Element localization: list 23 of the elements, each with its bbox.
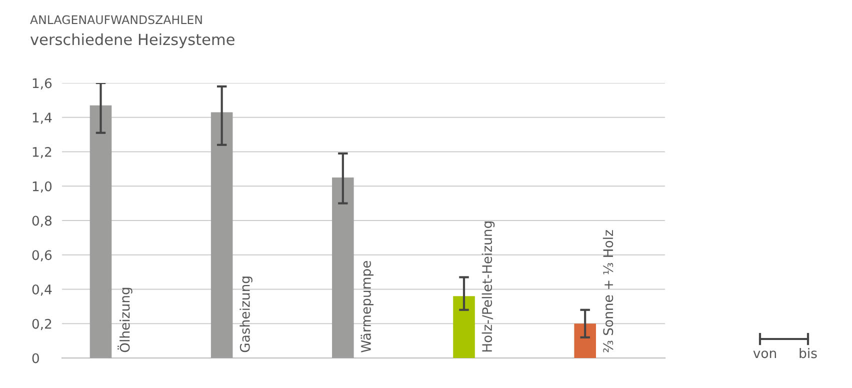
y-tick-label: 0 xyxy=(32,353,39,364)
bar xyxy=(90,105,112,358)
y-tick-label: 0,6 xyxy=(32,250,52,262)
text: von xyxy=(753,350,776,358)
y-tick-label: 1,0 xyxy=(32,181,52,193)
bar xyxy=(332,178,354,358)
y-tick-label: 1,4 xyxy=(32,112,52,124)
bar xyxy=(453,296,475,358)
chart-title: ANLAGENAUFWANDSZAHLEN xyxy=(30,15,202,24)
y-tick-label: 0,8 xyxy=(32,216,52,228)
y-tick-label: 0,4 xyxy=(32,284,52,296)
chart-subtitle: verschiedene Heizsysteme xyxy=(30,33,234,48)
y-tick-label: 1,6 xyxy=(32,78,52,90)
x-tick-label: Holz-/Pellet-Heizung xyxy=(482,222,495,352)
bar xyxy=(210,112,233,358)
bar xyxy=(574,324,596,358)
x-tick-label: Ölheizung xyxy=(118,288,132,352)
x-tick-label: Wärmepumpe xyxy=(360,261,374,352)
y-tick-label: 1,2 xyxy=(32,146,52,158)
y-tick-label: 0,2 xyxy=(32,318,52,330)
x-tick-label: ⅔ Sonne + ⅓ Holz xyxy=(602,230,614,352)
x-tick-label: Gasheizung xyxy=(240,276,252,352)
text: bis xyxy=(800,348,817,358)
